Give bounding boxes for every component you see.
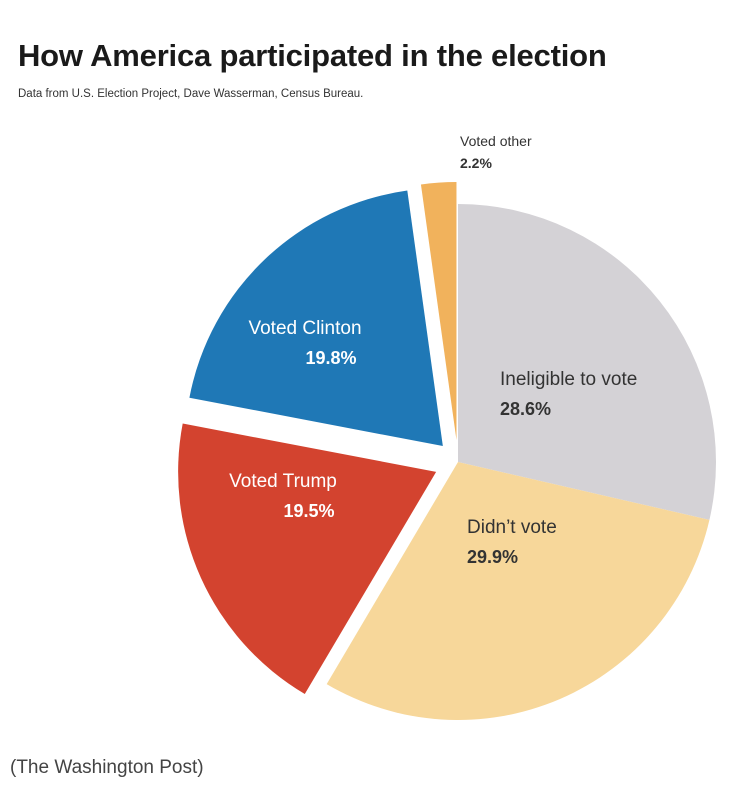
slice-label: Ineligible to vote: [500, 369, 637, 390]
slice-label: Voted Trump: [229, 471, 337, 492]
pie-slice: [326, 462, 710, 720]
slice-value-label: 28.6%: [500, 399, 551, 419]
pie-slice: [178, 423, 437, 694]
slice-label: Didn’t vote: [467, 517, 557, 538]
slice-value-label: 2.2%: [460, 155, 492, 171]
chart-subtitle: Data from U.S. Election Project, Dave Wa…: [18, 88, 364, 100]
chart-title: How America participated in the election: [18, 38, 607, 73]
slice-value-label: 19.5%: [283, 501, 334, 521]
pie-slice: [420, 182, 457, 441]
slice-label: Voted other: [460, 133, 532, 149]
pie-slice: [458, 204, 717, 520]
slice-value-label: 19.8%: [305, 348, 356, 368]
slice-label: Voted Clinton: [248, 318, 361, 339]
slice-value-label: 29.9%: [467, 547, 518, 567]
source-credit: (The Washington Post): [10, 757, 204, 778]
pie-slice: [189, 190, 443, 447]
